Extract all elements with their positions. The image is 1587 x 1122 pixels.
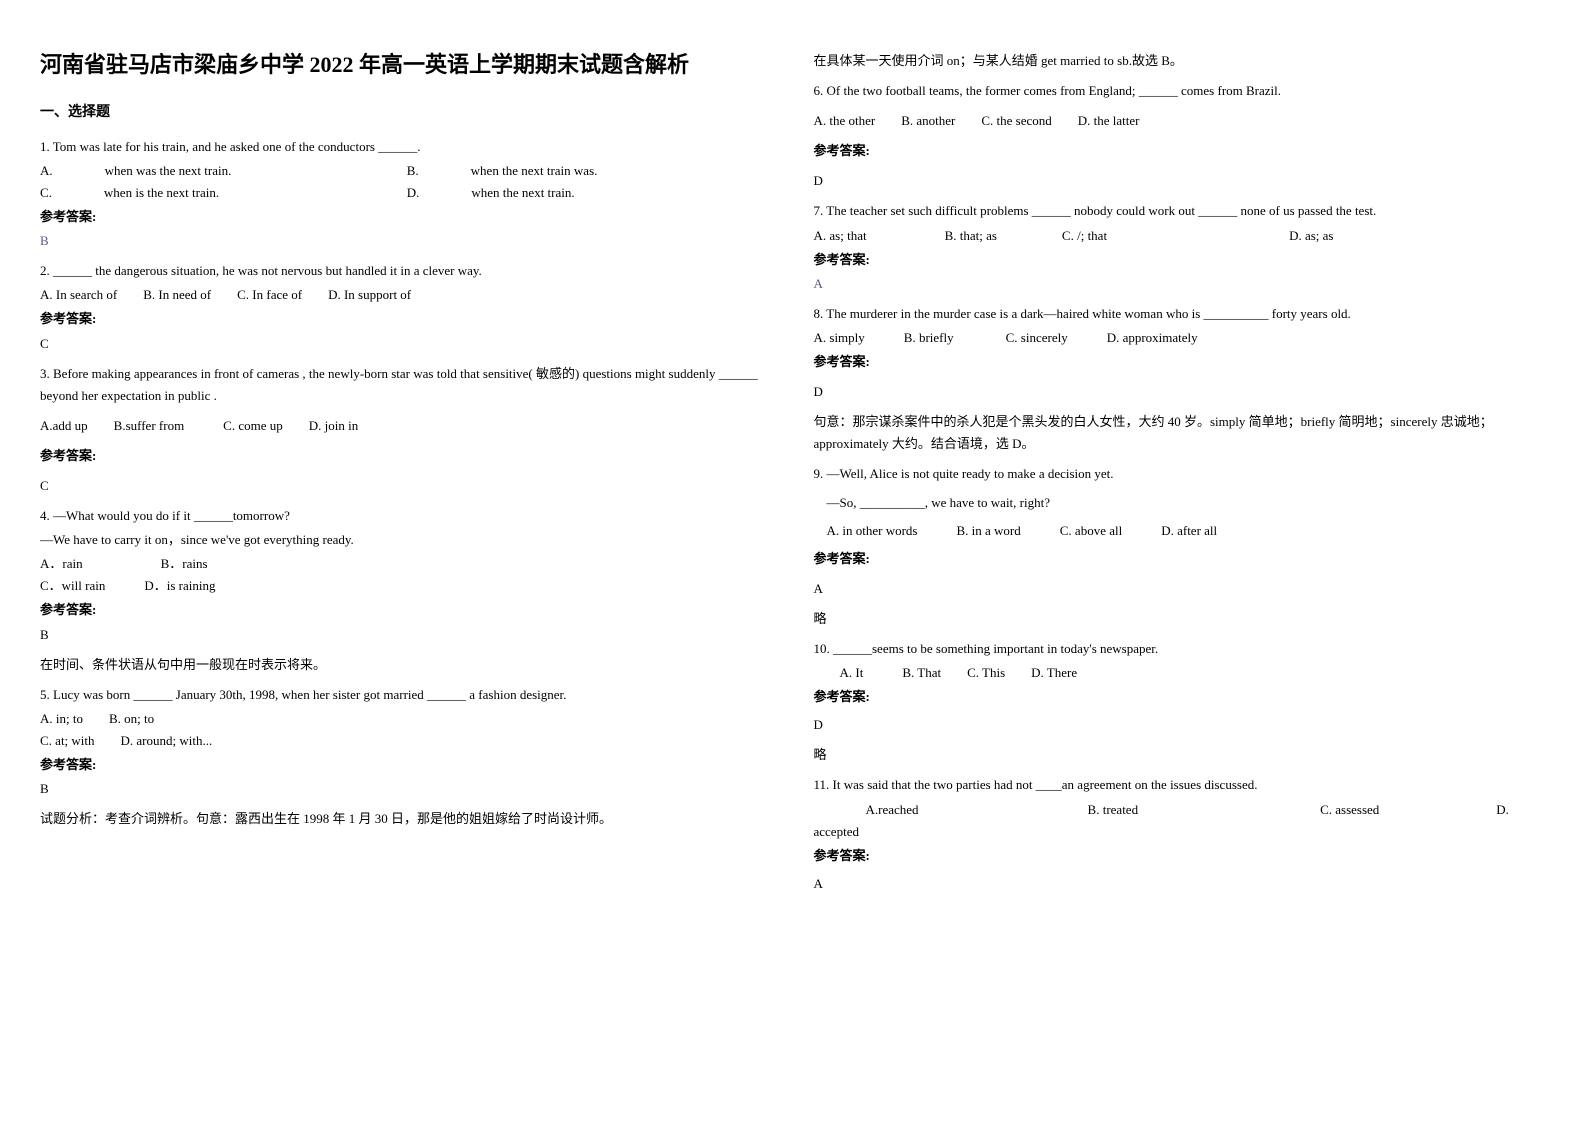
explanation: 句意：那宗谋杀案件中的杀人犯是个黑头发的白人女性，大约 40 岁。simply … bbox=[814, 411, 1548, 455]
right-column: 在具体某一天使用介词 on；与某人结婚 get married to sb.故选… bbox=[814, 50, 1548, 903]
question-text: 4. —What would you do if it ______tomorr… bbox=[40, 505, 774, 527]
question-1: 1. Tom was late for his train, and he as… bbox=[40, 136, 774, 252]
question-5: 5. Lucy was born ______ January 30th, 19… bbox=[40, 684, 774, 831]
left-column: 河南省驻马店市梁庙乡中学 2022 年高一英语上学期期末试题含解析 一、选择题 … bbox=[40, 50, 774, 903]
question-text: 2. ______ the dangerous situation, he wa… bbox=[40, 260, 774, 282]
question-text: 9. —Well, Alice is not quite ready to ma… bbox=[814, 463, 1548, 485]
explanation: 试题分析：考查介词辨析。句意：露西出生在 1998 年 1 月 30 日，那是他… bbox=[40, 808, 774, 830]
question-9: 9. —Well, Alice is not quite ready to ma… bbox=[814, 463, 1548, 630]
answer-label: 参考答案: bbox=[814, 140, 1548, 162]
answer-value: C bbox=[40, 475, 774, 497]
option-c: C. when is the next train. bbox=[40, 182, 407, 204]
answer-label: 参考答案: bbox=[814, 845, 1548, 867]
answer-label: 参考答案: bbox=[814, 548, 1548, 570]
question-4: 4. —What would you do if it ______tomorr… bbox=[40, 505, 774, 676]
option-b: B. when the next train was. bbox=[407, 160, 774, 182]
option-row: C. when is the next train. D. when the n… bbox=[40, 182, 774, 204]
answer-value: B bbox=[40, 624, 774, 646]
answer-label: 参考答案: bbox=[814, 249, 1548, 271]
answer-label: 参考答案: bbox=[40, 206, 774, 228]
section-header: 一、选择题 bbox=[40, 101, 774, 121]
option-line1: A. in; to B. on; to bbox=[40, 708, 774, 730]
answer-value: B bbox=[40, 778, 774, 800]
options: A. It B. That C. This D. There bbox=[814, 662, 1548, 684]
option-line2: C．will rain D．is raining bbox=[40, 575, 774, 597]
answer-value: D bbox=[814, 381, 1548, 403]
question-text: 5. Lucy was born ______ January 30th, 19… bbox=[40, 684, 774, 706]
options: A. simply B. briefly C. sincerely D. app… bbox=[814, 327, 1548, 349]
answer-value: A bbox=[814, 273, 1548, 295]
answer-value: C bbox=[40, 333, 774, 355]
explanation: 略 bbox=[814, 744, 1548, 766]
option-row: A. when was the next train. B. when the … bbox=[40, 160, 774, 182]
answer-label: 参考答案: bbox=[40, 445, 774, 467]
options: A. in other words B. in a word C. above … bbox=[814, 520, 1548, 542]
option-d: D. when the next train. bbox=[407, 182, 774, 204]
answer-label: 参考答案: bbox=[40, 599, 774, 621]
question-text2: —We have to carry it on，since we've got … bbox=[40, 529, 774, 551]
question-text2: —So, __________, we have to wait, right? bbox=[814, 492, 1548, 514]
question-text: 3. Before making appearances in front of… bbox=[40, 363, 774, 407]
question-10: 10. ______seems to be something importan… bbox=[814, 638, 1548, 766]
answer-value: A bbox=[814, 873, 1548, 895]
question-6: 6. Of the two football teams, the former… bbox=[814, 80, 1548, 192]
option-line2: C. at; with D. around; with... bbox=[40, 730, 774, 752]
answer-value: D bbox=[814, 170, 1548, 192]
page-title: 河南省驻马店市梁庙乡中学 2022 年高一英语上学期期末试题含解析 bbox=[40, 50, 774, 81]
question-3: 3. Before making appearances in front of… bbox=[40, 363, 774, 497]
answer-value: D bbox=[814, 714, 1548, 736]
option-line1: A．rain B．rains bbox=[40, 553, 774, 575]
question-text: 1. Tom was late for his train, and he as… bbox=[40, 136, 774, 158]
question-7: 7. The teacher set such difficult proble… bbox=[814, 200, 1548, 294]
option-a: A. when was the next train. bbox=[40, 160, 407, 182]
answer-label: 参考答案: bbox=[814, 686, 1548, 708]
answer-label: 参考答案: bbox=[814, 351, 1548, 373]
question-text: 6. Of the two football teams, the former… bbox=[814, 80, 1548, 102]
options: A. as; that B. that; as C. /; that D. as… bbox=[814, 225, 1548, 247]
options: A.add up B.suffer from C. come up D. joi… bbox=[40, 415, 774, 437]
options: A. the other B. another C. the second D.… bbox=[814, 110, 1548, 132]
question-text: 10. ______seems to be something importan… bbox=[814, 638, 1548, 660]
answer-label: 参考答案: bbox=[40, 754, 774, 776]
answer-value: B bbox=[40, 230, 774, 252]
question-2: 2. ______ the dangerous situation, he wa… bbox=[40, 260, 774, 354]
question-11: 11. It was said that the two parties had… bbox=[814, 774, 1548, 894]
answer-value: A bbox=[814, 578, 1548, 600]
question-8: 8. The murderer in the murder case is a … bbox=[814, 303, 1548, 456]
options: A. In search of B. In need of C. In face… bbox=[40, 284, 774, 306]
page-container: 河南省驻马店市梁庙乡中学 2022 年高一英语上学期期末试题含解析 一、选择题 … bbox=[40, 50, 1547, 903]
explanation: 略 bbox=[814, 608, 1548, 630]
question-text: 8. The murderer in the murder case is a … bbox=[814, 303, 1548, 325]
answer-label: 参考答案: bbox=[40, 308, 774, 330]
options: A.reached B. treated C. assessed D. acce… bbox=[814, 799, 1548, 843]
question-text: 7. The teacher set such difficult proble… bbox=[814, 200, 1548, 222]
explanation: 在时间、条件状语从句中用一般现在时表示将来。 bbox=[40, 654, 774, 676]
question-text: 11. It was said that the two parties had… bbox=[814, 774, 1548, 796]
col2-top-text: 在具体某一天使用介词 on；与某人结婚 get married to sb.故选… bbox=[814, 50, 1548, 72]
